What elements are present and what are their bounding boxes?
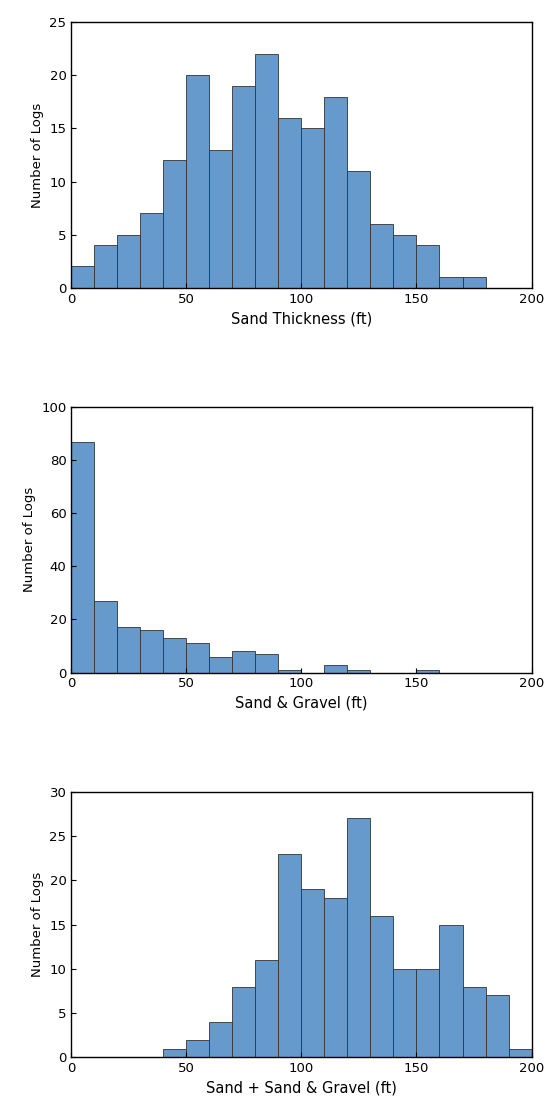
Bar: [324, 664, 347, 672]
Bar: [71, 266, 94, 287]
Bar: [278, 670, 301, 672]
Bar: [94, 245, 117, 287]
Bar: [163, 1048, 186, 1057]
Bar: [347, 670, 370, 672]
X-axis label: Sand + Sand & Gravel (ft): Sand + Sand & Gravel (ft): [206, 1081, 397, 1096]
Bar: [163, 160, 186, 287]
Bar: [324, 898, 347, 1057]
Bar: [163, 638, 186, 672]
Bar: [209, 149, 232, 287]
Bar: [186, 76, 209, 287]
Bar: [278, 854, 301, 1057]
X-axis label: Sand & Gravel (ft): Sand & Gravel (ft): [235, 696, 368, 711]
Bar: [347, 818, 370, 1057]
Bar: [301, 128, 324, 287]
Bar: [255, 55, 278, 287]
Bar: [416, 969, 439, 1057]
Y-axis label: Number of Logs: Number of Logs: [31, 871, 44, 977]
Y-axis label: Number of Logs: Number of Logs: [22, 487, 36, 592]
Bar: [393, 235, 416, 287]
Bar: [439, 925, 463, 1057]
Bar: [370, 224, 393, 287]
Bar: [209, 1022, 232, 1057]
Bar: [94, 601, 117, 672]
Bar: [301, 889, 324, 1057]
Bar: [324, 97, 347, 287]
X-axis label: Sand Thickness (ft): Sand Thickness (ft): [231, 312, 372, 326]
Bar: [209, 657, 232, 672]
Bar: [255, 654, 278, 672]
Bar: [117, 628, 140, 672]
Bar: [255, 961, 278, 1057]
Bar: [232, 651, 255, 672]
Bar: [232, 986, 255, 1057]
Bar: [117, 235, 140, 287]
Bar: [232, 86, 255, 287]
Bar: [463, 277, 486, 287]
Bar: [71, 442, 94, 672]
Bar: [509, 1048, 532, 1057]
Bar: [486, 995, 509, 1057]
Y-axis label: Number of Logs: Number of Logs: [31, 102, 44, 208]
Bar: [186, 643, 209, 672]
Bar: [140, 214, 163, 287]
Bar: [186, 1040, 209, 1057]
Bar: [140, 630, 163, 672]
Bar: [416, 245, 439, 287]
Bar: [439, 277, 463, 287]
Bar: [278, 118, 301, 287]
Bar: [370, 916, 393, 1057]
Bar: [347, 171, 370, 287]
Bar: [463, 986, 486, 1057]
Bar: [416, 670, 439, 672]
Bar: [393, 969, 416, 1057]
